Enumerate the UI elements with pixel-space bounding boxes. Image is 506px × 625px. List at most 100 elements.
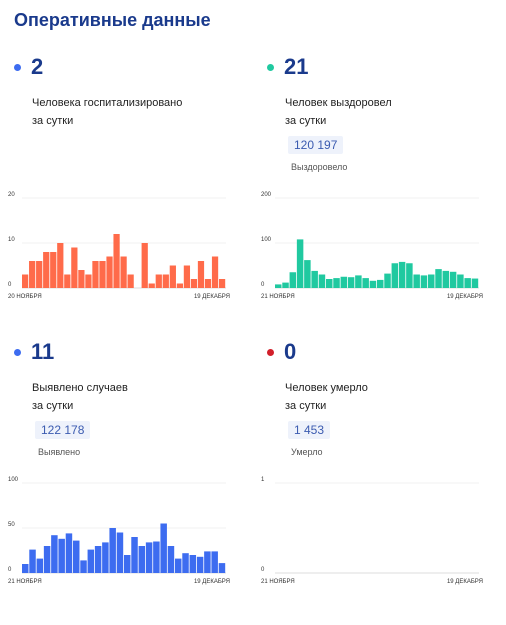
bar [124, 555, 131, 573]
hospitalized-panel: 2 Человека госпитализировано за сутки 0 1… [0, 50, 240, 340]
cases-description: Выявлено случаев за сутки [32, 379, 222, 415]
bar [99, 261, 106, 288]
x-tick-label-start: 21 НОЯБРЯ [261, 579, 295, 585]
bar [190, 279, 198, 288]
bar [275, 284, 282, 288]
bar [29, 261, 36, 288]
bar [413, 274, 420, 288]
bar [162, 274, 169, 288]
bar [420, 275, 428, 288]
bar [333, 278, 340, 288]
bar [145, 542, 153, 573]
x-tick-label-end: 19 ДЕКАБРЯ [447, 579, 483, 585]
deaths-value: 0 [284, 339, 297, 364]
bar [87, 549, 95, 573]
bar [362, 278, 369, 288]
bar [369, 280, 377, 288]
bar [80, 560, 87, 573]
y-tick-label: 0 [261, 567, 265, 573]
x-tick-label-end: 19 ДЕКАБРЯ [194, 294, 230, 300]
recovered-description: Человек выздоровел за сутки [285, 94, 475, 130]
bar [22, 564, 29, 573]
x-tick-label-start: 21 НОЯБРЯ [8, 579, 42, 585]
page-title: Оперативные данные [14, 10, 211, 30]
bar [442, 270, 450, 288]
bar [64, 274, 71, 288]
bar [204, 279, 212, 288]
hospitalized-desc-line1: Человека госпитализировано [32, 97, 183, 109]
bar [218, 279, 226, 288]
y-tick-label: 0 [8, 567, 12, 573]
cases-value: 11 [31, 339, 55, 364]
hospitalized-value: 2 [31, 54, 44, 79]
bar [457, 274, 464, 288]
bar [106, 256, 113, 288]
cases-total-label: Выявлено [38, 447, 81, 457]
bar [282, 282, 289, 288]
recovered-panel: 21 Человек выздоровел за сутки 120 197 В… [253, 50, 493, 340]
bar [58, 538, 65, 573]
bar [109, 528, 116, 573]
bar [51, 535, 58, 573]
deaths-chart: 0 1 21 НОЯБРЯ 19 ДЕКАБРЯ [261, 477, 483, 585]
bar [78, 270, 85, 288]
bar [153, 541, 160, 573]
bar [211, 551, 218, 573]
bar [289, 272, 297, 288]
bar [36, 261, 43, 288]
bar [43, 252, 50, 288]
bar [183, 265, 191, 288]
bar [211, 256, 219, 288]
bar [340, 276, 348, 288]
bar [127, 274, 134, 288]
bar [120, 256, 127, 288]
bar [167, 546, 175, 573]
bar [169, 265, 176, 288]
y-tick-label: 200 [261, 192, 272, 198]
bar [36, 558, 44, 573]
bar [131, 537, 138, 573]
deaths-panel: 0 Человек умерло за сутки 1 453 Умерло 0… [253, 335, 493, 625]
bar [29, 549, 36, 573]
bar [355, 275, 362, 288]
bar [398, 261, 406, 288]
bar [318, 274, 326, 288]
deaths-dot-icon [267, 349, 274, 356]
bar [406, 263, 413, 288]
bar [50, 252, 57, 288]
bar [57, 243, 64, 288]
hospitalized-chart: 0 10 20 20 НОЯБРЯ 19 ДЕКАБРЯ [8, 192, 230, 300]
bar [102, 542, 109, 573]
bar [304, 260, 311, 288]
bar [113, 234, 120, 288]
bar [92, 261, 99, 288]
y-tick-label: 100 [261, 237, 272, 243]
bar [155, 274, 162, 288]
bar [65, 533, 73, 573]
x-tick-label-end: 19 ДЕКАБРЯ [194, 579, 230, 585]
bar [326, 279, 333, 288]
cases-panel: 11 Выявлено случаев за сутки 122 178 Выя… [0, 335, 240, 625]
bar [189, 555, 197, 573]
deaths-desc-line1: Человек умерло [285, 382, 368, 394]
bar [296, 239, 304, 288]
y-tick-label: 0 [8, 282, 12, 288]
y-tick-label: 50 [8, 522, 15, 528]
bar [182, 553, 189, 573]
bar [377, 279, 384, 288]
x-tick-label-start: 21 НОЯБРЯ [261, 294, 295, 300]
bar [311, 270, 318, 288]
x-tick-label-end: 19 ДЕКАБРЯ [447, 294, 483, 300]
bar [428, 274, 435, 288]
y-tick-label: 1 [261, 477, 265, 483]
recovered-chart: 0 100 200 21 НОЯБРЯ 19 ДЕКАБРЯ [261, 192, 483, 300]
bar [384, 273, 391, 288]
bar [464, 278, 471, 288]
y-tick-label: 0 [261, 282, 265, 288]
cases-dot-icon [14, 349, 21, 356]
recovered-value: 21 [284, 54, 309, 79]
deaths-total-label: Умерло [291, 447, 323, 457]
bar [22, 274, 29, 288]
bar [435, 269, 442, 288]
bar [218, 563, 226, 573]
